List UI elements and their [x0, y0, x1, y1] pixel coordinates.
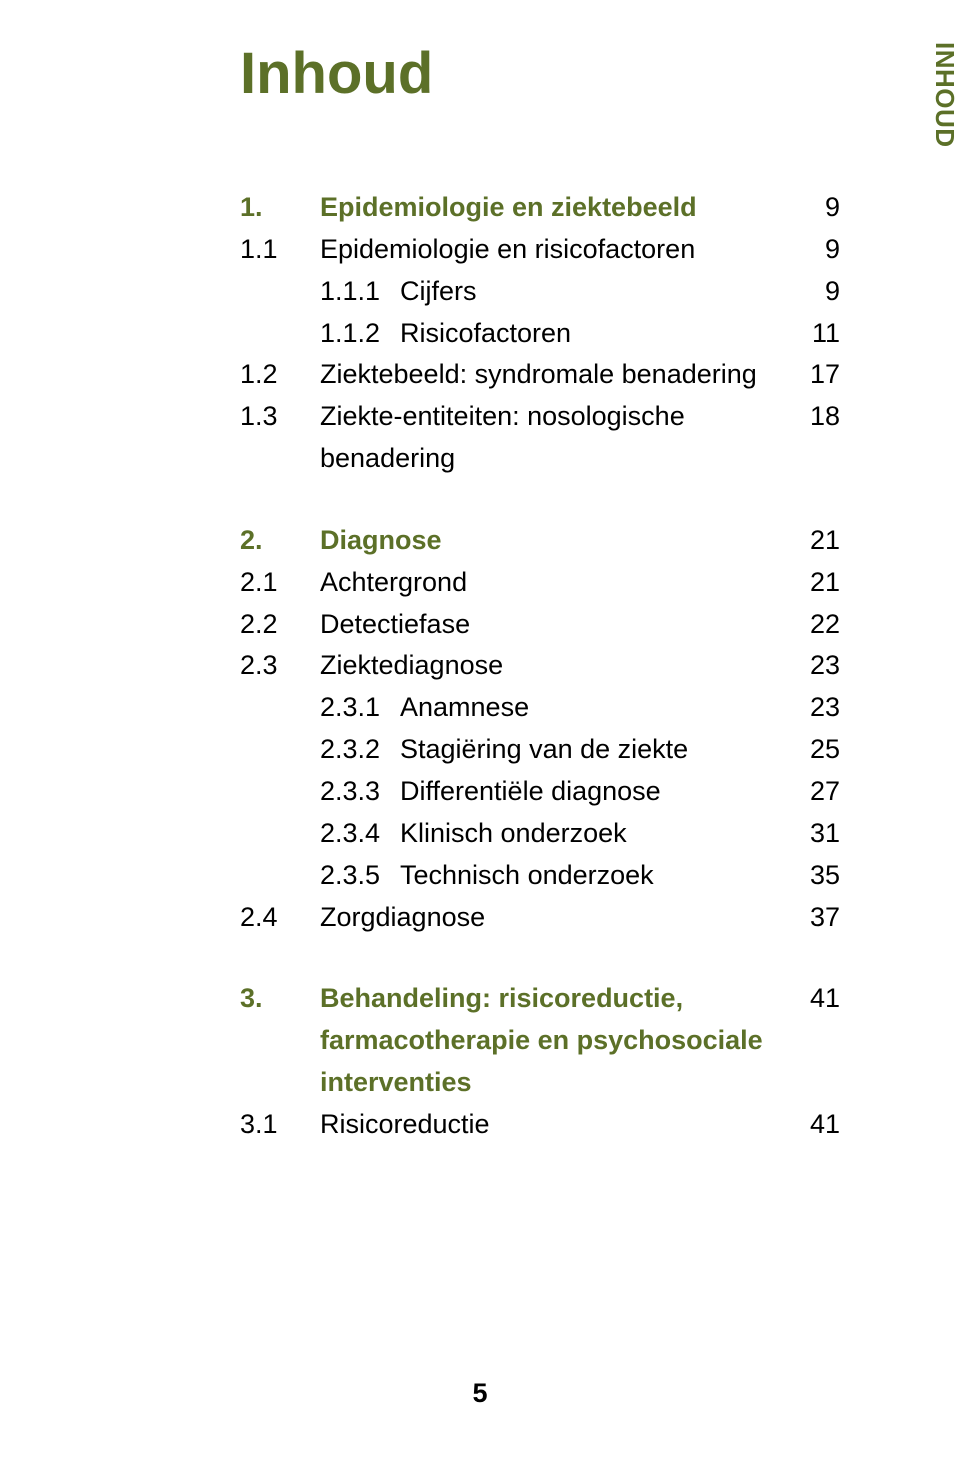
toc-row: 2.3.5Technisch onderzoek35 — [240, 855, 840, 897]
toc-number: 2.3 — [240, 645, 320, 687]
toc-label: Stagiëring van de ziekte — [400, 729, 784, 771]
toc-row: 2.3Ziektediagnose23 — [240, 645, 840, 687]
toc-label: Detectiefase — [320, 604, 784, 646]
toc-page: 35 — [784, 855, 840, 897]
toc-row: 2.3.3Differentiële diagnose27 — [240, 771, 840, 813]
toc-number: 3.1 — [240, 1104, 320, 1146]
toc-page: 17 — [784, 354, 840, 396]
toc-row: 2.4Zorgdiagnose37 — [240, 897, 840, 939]
page-title: Inhoud — [240, 40, 840, 107]
toc-number: 2.3.1 — [320, 687, 400, 729]
toc-label: Epidemiologie en risicofactoren — [320, 229, 784, 271]
toc-page: 11 — [784, 313, 840, 355]
toc-page: 21 — [784, 520, 840, 562]
toc-label: Diagnose — [320, 520, 784, 562]
toc-page: 18 — [784, 396, 840, 438]
toc-number: 2. — [240, 520, 320, 562]
toc-label: Ziektediagnose — [320, 645, 784, 687]
toc-number: 2.3.3 — [320, 771, 400, 813]
page-number: 5 — [0, 1378, 960, 1409]
toc-number: 1.3 — [240, 396, 320, 438]
toc-row: 1.2Ziektebeeld: syndromale benadering17 — [240, 354, 840, 396]
toc-label: Behandeling: risicoreductie, farmacother… — [320, 978, 784, 1104]
toc-row: 3.1Risicoreductie41 — [240, 1104, 840, 1146]
side-tab-label: INHOUD — [929, 42, 960, 148]
toc-page: 31 — [784, 813, 840, 855]
toc-page: 37 — [784, 897, 840, 939]
toc-page: 9 — [784, 187, 840, 229]
toc-number: 1.1.2 — [320, 313, 400, 355]
toc-row: 1.Epidemiologie en ziektebeeld9 — [240, 187, 840, 229]
toc-page: 25 — [784, 729, 840, 771]
toc-label: Cijfers — [400, 271, 784, 313]
toc-page: 41 — [784, 978, 840, 1020]
toc-page: 41 — [784, 1104, 840, 1146]
toc-row: 1.1.2Risicofactoren11 — [240, 313, 840, 355]
toc-number: 2.3.5 — [320, 855, 400, 897]
table-of-contents: 1.Epidemiologie en ziektebeeld91.1Epidem… — [240, 187, 840, 1146]
toc-label: Risicofactoren — [400, 313, 784, 355]
toc-number: 2.3.2 — [320, 729, 400, 771]
toc-page: 23 — [784, 645, 840, 687]
toc-row: 1.3Ziekte-entiteiten: nosologische benad… — [240, 396, 840, 480]
toc-gap — [240, 938, 840, 978]
toc-label: Risicoreductie — [320, 1104, 784, 1146]
toc-row: 2.2Detectiefase22 — [240, 604, 840, 646]
toc-row: 3.Behandeling: risicoreductie, farmacoth… — [240, 978, 840, 1104]
toc-row: 2.3.4Klinisch onderzoek31 — [240, 813, 840, 855]
toc-number: 3. — [240, 978, 320, 1020]
toc-row: 2.Diagnose21 — [240, 520, 840, 562]
toc-number: 1.1 — [240, 229, 320, 271]
toc-page: 23 — [784, 687, 840, 729]
toc-page: 9 — [784, 271, 840, 313]
toc-row: 2.1Achtergrond21 — [240, 562, 840, 604]
toc-row: 2.3.2Stagiëring van de ziekte25 — [240, 729, 840, 771]
toc-number: 2.2 — [240, 604, 320, 646]
toc-label: Zorgdiagnose — [320, 897, 784, 939]
toc-gap — [240, 480, 840, 520]
toc-label: Ziektebeeld: syndromale benadering — [320, 354, 784, 396]
toc-number: 1.1.1 — [320, 271, 400, 313]
toc-row: 1.1Epidemiologie en risicofactoren9 — [240, 229, 840, 271]
toc-number: 1. — [240, 187, 320, 229]
document-page: Inhoud INHOUD 1.Epidemiologie en ziekteb… — [0, 0, 960, 1146]
toc-label: Differentiële diagnose — [400, 771, 784, 813]
toc-number: 2.1 — [240, 562, 320, 604]
toc-page: 27 — [784, 771, 840, 813]
toc-number: 1.2 — [240, 354, 320, 396]
toc-label: Technisch onderzoek — [400, 855, 784, 897]
toc-label: Achtergrond — [320, 562, 784, 604]
toc-row: 2.3.1Anamnese23 — [240, 687, 840, 729]
toc-page: 21 — [784, 562, 840, 604]
toc-page: 22 — [784, 604, 840, 646]
toc-page: 9 — [784, 229, 840, 271]
toc-row: 1.1.1Cijfers9 — [240, 271, 840, 313]
toc-number: 2.3.4 — [320, 813, 400, 855]
toc-label: Anamnese — [400, 687, 784, 729]
toc-label: Klinisch onderzoek — [400, 813, 784, 855]
toc-label: Ziekte-entiteiten: nosologische benaderi… — [320, 396, 784, 480]
toc-label: Epidemiologie en ziektebeeld — [320, 187, 784, 229]
toc-number: 2.4 — [240, 897, 320, 939]
